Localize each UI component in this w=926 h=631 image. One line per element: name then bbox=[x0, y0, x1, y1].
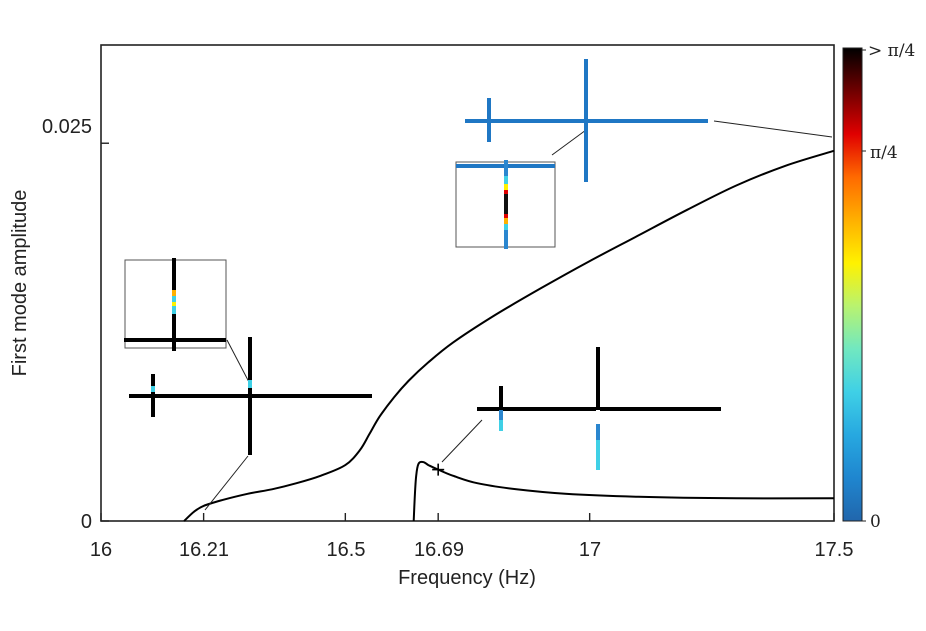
mode-shape-inset-high bbox=[465, 59, 708, 182]
x-tick-label: 16.69 bbox=[414, 539, 464, 561]
leader-line bbox=[441, 419, 483, 463]
y-tick-label: 0 bbox=[81, 511, 92, 533]
mode-shape-inset-low bbox=[129, 337, 372, 455]
callout-leaders bbox=[204, 120, 833, 511]
x-axis-ticks bbox=[100, 513, 835, 521]
colorbar-label: 0 bbox=[870, 512, 881, 532]
y-axis-ticks bbox=[101, 142, 109, 522]
marker-layer bbox=[432, 463, 445, 476]
x-tick-label: 16.5 bbox=[327, 539, 366, 561]
series-layer bbox=[183, 149, 835, 522]
zoom-box-low bbox=[124, 258, 227, 351]
series-line-lower-branch bbox=[412, 460, 835, 522]
plot-frame bbox=[100, 44, 835, 522]
x-tick-label: 16 bbox=[90, 539, 112, 561]
leader-line bbox=[551, 129, 587, 156]
x-tick-label: 17.5 bbox=[815, 539, 854, 561]
y-tick-label: 0.025 bbox=[42, 116, 92, 138]
mode-shape-inset-lower-branch bbox=[477, 347, 721, 470]
zoom-box-high bbox=[455, 160, 556, 249]
x-tick-label: 16.21 bbox=[179, 539, 229, 561]
leader-line bbox=[226, 339, 251, 385]
colorbar-label: π/4 bbox=[870, 143, 898, 163]
colorbar-bar bbox=[842, 47, 863, 522]
colorbar: 0 π/4 > π/4 bbox=[842, 41, 915, 532]
x-axis-label: Frequency (Hz) bbox=[398, 567, 536, 589]
colorbar-label: > π/4 bbox=[868, 41, 915, 61]
series-line-upper-branch bbox=[183, 149, 835, 522]
y-axis-label: First mode amplitude bbox=[9, 190, 31, 377]
leader-line bbox=[713, 120, 833, 138]
leader-line bbox=[204, 455, 249, 511]
x-tick-label: 17 bbox=[579, 539, 601, 561]
